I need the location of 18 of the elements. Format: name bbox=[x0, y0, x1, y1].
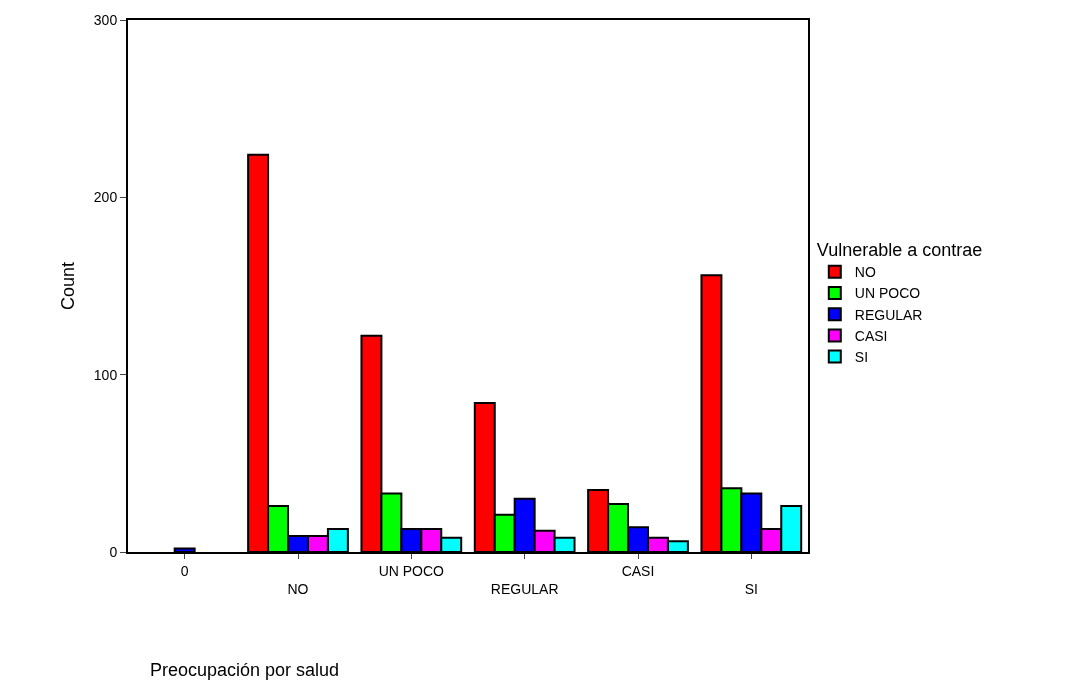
legend-label: CASI bbox=[854, 327, 888, 344]
x-tick-label: REGULAR bbox=[490, 581, 559, 597]
x-tick-label: 0 bbox=[180, 562, 189, 579]
y-tick-label: 300 bbox=[93, 11, 118, 28]
x-tick-label: UN POCO bbox=[378, 562, 445, 579]
y-tick-label: 200 bbox=[93, 189, 118, 206]
legend-title: Vulnerable a contrae bbox=[816, 240, 983, 261]
x-tick-label: CASI bbox=[621, 562, 655, 579]
legend-label: NO bbox=[854, 264, 876, 281]
y-tick-label: 0 bbox=[109, 543, 118, 560]
x-tick-label: SI bbox=[744, 581, 758, 597]
x-tick-label: NO bbox=[287, 581, 309, 597]
legend-label: UN POCO bbox=[854, 285, 921, 302]
y-tick-label: 100 bbox=[93, 366, 118, 383]
legend-label: REGULAR bbox=[854, 306, 923, 323]
y-axis-title: Count bbox=[57, 261, 78, 311]
legend-label: SI bbox=[854, 349, 869, 366]
x-axis-title: Preocupación por salud bbox=[150, 660, 340, 680]
